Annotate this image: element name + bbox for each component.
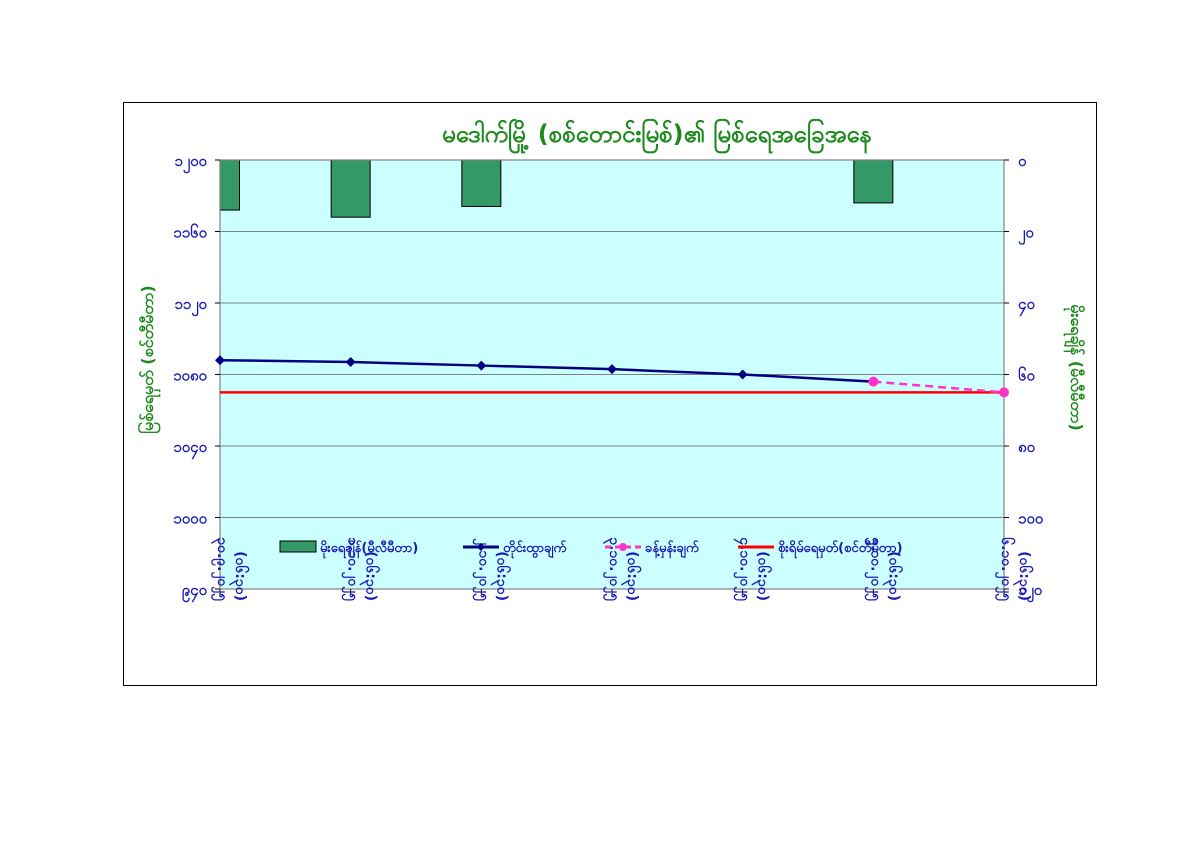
right-tick-label: ၄၀	[1018, 295, 1035, 317]
x-tick-label-date: ၃၀.၉.၂၀၂၅	[211, 537, 230, 602]
forecast-point	[999, 387, 1009, 398]
legend-marker-observed	[477, 543, 485, 551]
legend-marker-forecast	[619, 543, 627, 551]
right-tick-label: ၂၀	[1018, 224, 1034, 246]
x-tick-label-time: (၀၆:၃၀)	[621, 551, 641, 601]
observed-point	[737, 369, 748, 380]
right-tick-label: ၁၂၀	[1018, 581, 1043, 603]
forecast-line	[873, 380, 1005, 394]
x-tick-label-time: (၀၆:၃၀)	[882, 551, 902, 601]
legend-label: တိုင်းထွာချက်	[503, 539, 566, 559]
rain-bar	[330, 159, 371, 218]
right-axis-title: မိုးရေချိန် (မီလီမီတာ)	[1063, 304, 1086, 431]
right-tick-label: ၆၀	[1018, 366, 1035, 385]
x-tick-label-date: ၁.၁၀.၂၀၂၅	[342, 537, 361, 602]
x-tick-label-time: (၀၆:၃၀)	[752, 551, 772, 601]
x-tick-label-date: ၆.၁၀.၂၀၂၅	[995, 537, 1015, 602]
observed-line	[219, 358, 874, 383]
left-axis-title: မြစ်ရေမှတ် (စင်တီမီတာ)	[137, 285, 161, 433]
x-tick-label-date: ၂.၁၀.၂၀၂၅	[472, 538, 491, 602]
legend-label: ခန့်မှန်းချက်	[645, 539, 699, 559]
right-tick-label: ၁၀၀	[1018, 510, 1044, 528]
observed-point	[345, 356, 356, 367]
left-tick-label: ၁၁၆၀	[173, 223, 207, 242]
right-tick-label: ၈၀	[1018, 438, 1036, 456]
x-tick-label-time: (၀၆:၃၀)	[490, 551, 510, 601]
x-tick-label-date: ၃.၁၀.၂၀၂၅	[603, 537, 622, 602]
observed-point	[607, 364, 617, 375]
chart-title: မဒေါက်မြို့ (စစ်တောင်းမြစ်)၏ မြစ်ရေအခြေအ…	[442, 118, 872, 154]
left-tick-label: ၁၀၀၀	[173, 510, 207, 528]
x-tick-label-date: ၅.၁၀.၂၀၂၅	[864, 537, 883, 602]
observed-point	[476, 360, 487, 371]
left-tick-label: ၁၀၈၀	[173, 367, 207, 385]
rain-bar	[219, 159, 240, 211]
left-tick-label: ၁၂၀၀	[174, 152, 207, 174]
right-tick-label: ၀	[1018, 152, 1027, 170]
forecast-point	[868, 376, 879, 387]
left-tick-label: ၉၄၀	[182, 581, 208, 603]
x-tick-label-date: ၄.၁၀.၂၀၂၅	[734, 537, 753, 602]
legend-label: မိုးရေချိန်(မီလီမီတာ)	[320, 539, 418, 559]
x-tick-label-time: (၀၆:၃၀)	[229, 551, 249, 601]
x-tick-label-time: (၀၆:၃၀)	[1013, 551, 1033, 601]
left-tick-label: ၁၁၂၀	[174, 295, 207, 317]
observed-point	[215, 355, 225, 366]
legend-label: စိုးရိမ်ရေမှတ်(စင်တီမီတာ)	[778, 539, 903, 559]
rain-bar	[853, 159, 894, 204]
rain-bar	[461, 159, 502, 207]
legend-swatch-rain	[279, 540, 317, 553]
x-tick-label-time: (၀၆:၃၀)	[360, 551, 380, 601]
left-tick-label: ၁၀၄၀	[173, 438, 207, 460]
